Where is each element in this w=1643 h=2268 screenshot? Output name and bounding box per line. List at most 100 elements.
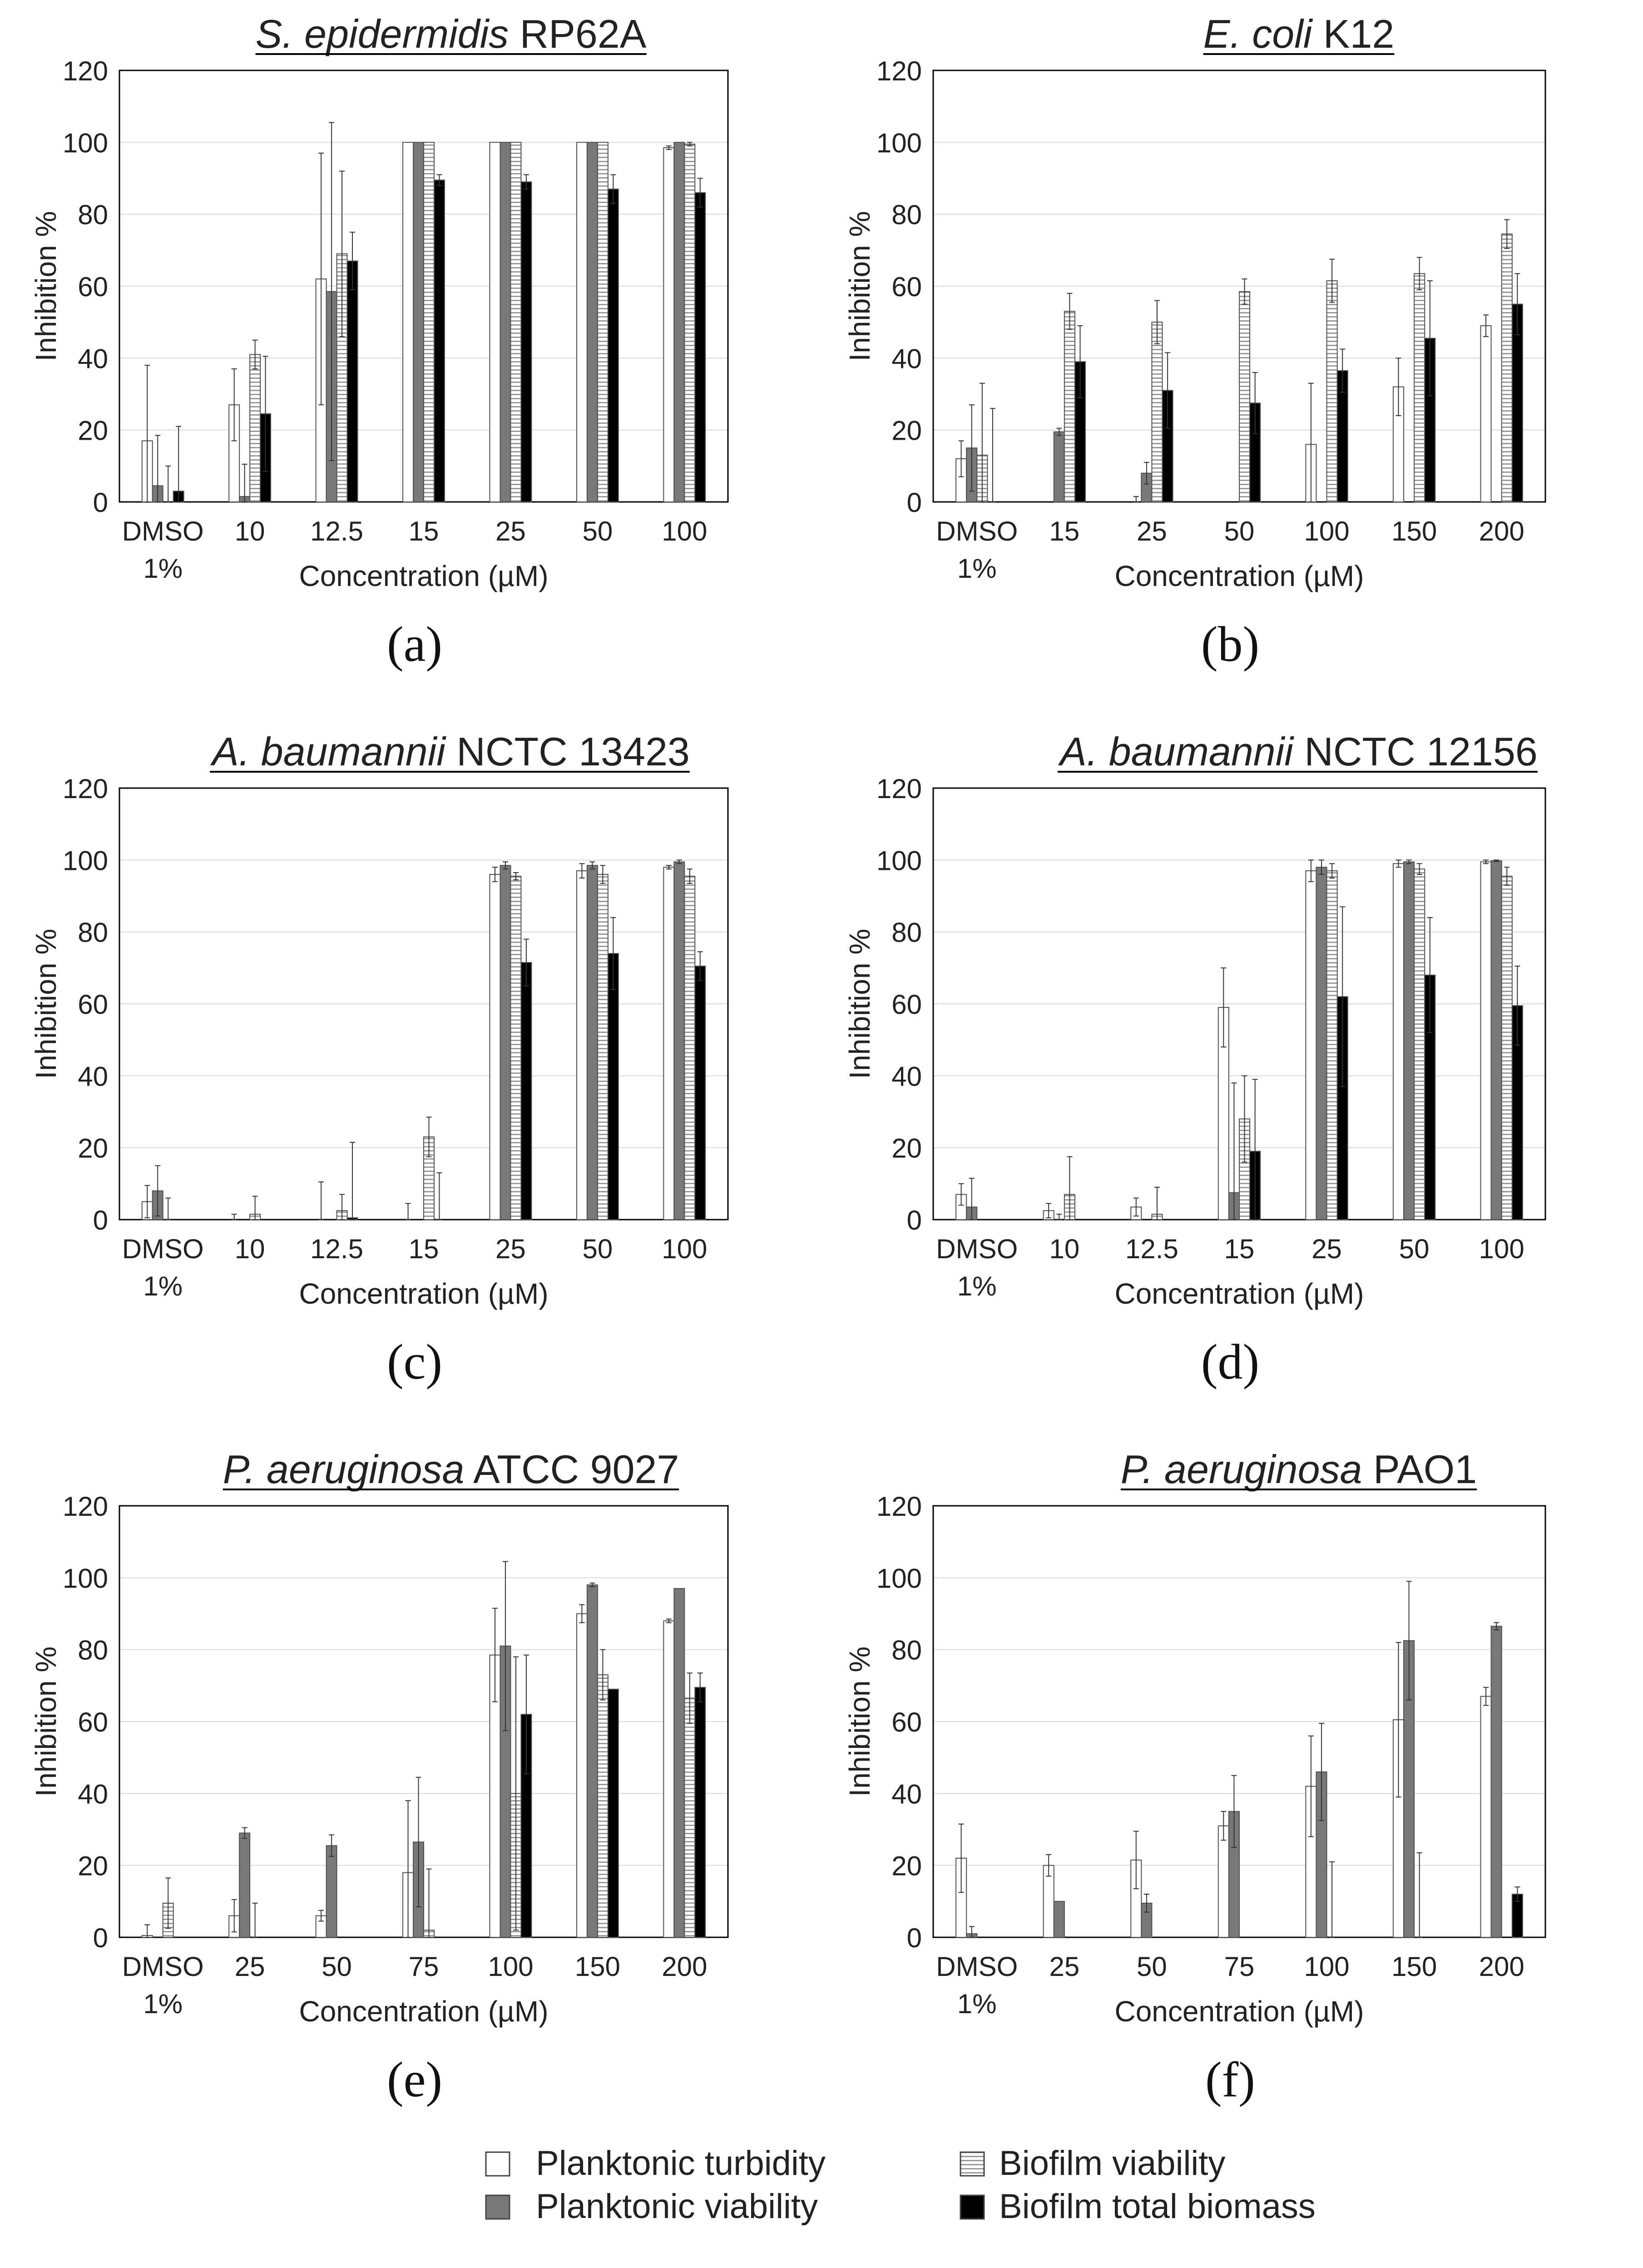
error-bar-planktonic-viability: [1056, 1214, 1062, 1220]
x-tick-label: 12.5: [1125, 1234, 1178, 1264]
y-tick-label: 120: [63, 774, 108, 804]
error-bar-planktonic-turbidity: [318, 153, 324, 406]
error-bar-planktonic-viability: [502, 861, 508, 870]
bar-biofilm-viability: [1414, 868, 1425, 1220]
y-tick-label: 20: [891, 1133, 922, 1164]
error-bar-planktonic-turbidity: [579, 863, 585, 878]
error-bar-biofilm-total-biomass: [1340, 348, 1346, 393]
bar-planktonic-turbidity: [489, 142, 501, 503]
y-tick-label: 80: [891, 1635, 922, 1666]
error-bar-planktonic-viability: [1319, 1722, 1325, 1821]
y-tick-label: 120: [63, 1491, 108, 1522]
legend-label-planktonic-turbidity: Planktonic turbidity: [536, 2144, 826, 2183]
error-bar-biofilm-total-biomass: [1252, 372, 1258, 434]
error-bar-planktonic-turbidity: [144, 1185, 150, 1219]
x-tick-label: 10: [235, 1234, 265, 1264]
error-bar-biofilm-viability: [165, 465, 171, 502]
bar-planktonic-turbidity: [663, 867, 675, 1220]
error-bar-biofilm-viability: [600, 1649, 606, 1701]
error-bar-planktonic-turbidity: [666, 145, 672, 150]
error-bar-planktonic-turbidity: [1221, 967, 1227, 1047]
x-tick-label: 75: [409, 1951, 439, 1982]
bar-planktonic-turbidity: [402, 142, 414, 503]
chart-title-strain: PAO1: [1362, 1447, 1477, 1492]
y-axis-title: Inhibition %: [843, 929, 876, 1079]
error-bar-biofilm-total-biomass: [176, 426, 182, 502]
error-bar-planktonic-viability: [1406, 1581, 1412, 1701]
legend-swatch-biofilm-viability: [960, 2151, 985, 2177]
error-bar-biofilm-total-biomass: [610, 917, 616, 990]
bar-planktonic-turbidity: [1392, 863, 1405, 1220]
x-tick-label: DMSO: [122, 1951, 204, 1982]
x-tick-label: 1%: [143, 1271, 183, 1301]
error-bar-planktonic-turbidity: [1483, 1687, 1489, 1706]
error-bar-planktonic-viability: [969, 1926, 975, 1938]
error-bar-biofilm-viability: [426, 1117, 432, 1157]
x-tick-label: 100: [1304, 1951, 1350, 1982]
error-bar-planktonic-viability: [155, 435, 161, 502]
error-bar-biofilm-viability: [600, 865, 606, 884]
bar-biofilm-total-biomass: [694, 1687, 706, 1938]
x-tick-label: 50: [582, 516, 613, 546]
error-bar-planktonic-turbidity: [958, 440, 964, 477]
error-bar-biofilm-viability: [426, 1868, 432, 1938]
x-tick-label: 15: [409, 516, 439, 546]
chart-title-species: P. aeruginosa: [1121, 1447, 1362, 1492]
chart-title-species: S. epidermidis: [256, 11, 509, 56]
x-tick-label: 25: [495, 1234, 526, 1264]
y-tick-label: 120: [876, 1491, 922, 1522]
x-tick-label: 25: [235, 1951, 265, 1982]
y-tick-label: 120: [876, 56, 922, 86]
y-tick-label: 120: [63, 56, 108, 86]
x-axis-title: Concentration (µM): [1114, 1995, 1364, 2028]
error-bar-biofilm-total-biomass: [262, 356, 268, 472]
error-bar-planktonic-turbidity: [958, 1183, 964, 1206]
error-bar-biofilm-viability: [1154, 300, 1160, 344]
bar-biofilm-total-biomass: [607, 189, 619, 502]
bar-biofilm-viability: [1326, 280, 1338, 502]
bar-biofilm-viability: [249, 354, 261, 503]
error-bar-biofilm-total-biomass: [1252, 1079, 1258, 1220]
y-tick-label: 0: [93, 1923, 108, 1953]
error-bar-planktonic-viability: [589, 1583, 595, 1588]
error-bar-biofilm-viability: [513, 872, 519, 880]
error-bar-biofilm-viability: [1504, 867, 1510, 886]
bar-planktonic-viability: [1490, 860, 1502, 1220]
error-bar-planktonic-turbidity: [405, 1800, 411, 1938]
error-bar-biofilm-total-biomass: [697, 951, 703, 981]
error-bar-planktonic-viability: [1143, 462, 1149, 485]
x-tick-label: 100: [662, 1234, 707, 1264]
error-bar-biofilm-total-biomass: [1514, 273, 1520, 335]
error-bar-planktonic-turbidity: [492, 1608, 498, 1702]
x-tick-label: 1%: [957, 1271, 997, 1301]
error-bar-biofilm-total-biomass: [610, 174, 616, 204]
y-tick-label: 40: [78, 1061, 108, 1092]
chart-panel-f: P. aeruginosa PAO1 0 20 40 60 80 100 120 DMSO 1% 2…: [843, 1447, 1546, 2107]
bar-planktonic-turbidity: [663, 147, 675, 503]
bar-planktonic-turbidity: [489, 874, 501, 1220]
x-tick-label: 1%: [143, 1989, 183, 2019]
error-bar-biofilm-viability: [252, 339, 258, 370]
error-bar-planktonic-viability: [155, 1165, 161, 1217]
error-bar-planktonic-turbidity: [1046, 1203, 1052, 1219]
error-bar-biofilm-viability: [339, 1194, 345, 1220]
error-bar-biofilm-viability: [979, 382, 985, 502]
bar-biofilm-viability: [1239, 291, 1251, 502]
y-tick-label: 0: [93, 1205, 108, 1236]
y-tick-label: 120: [876, 774, 922, 804]
error-bar-planktonic-turbidity: [231, 1899, 237, 1933]
error-bar-planktonic-viability: [242, 463, 247, 502]
y-tick-label: 80: [78, 918, 108, 948]
y-tick-label: 100: [876, 128, 922, 158]
error-bar-biofilm-total-biomass: [1165, 352, 1171, 429]
error-bar-planktonic-turbidity: [231, 1214, 237, 1220]
bar-biofilm-total-biomass: [694, 965, 706, 1220]
y-tick-label: 20: [891, 1851, 922, 1881]
error-bar-planktonic-turbidity: [144, 365, 150, 502]
error-bar-biofilm-total-biomass: [1514, 965, 1520, 1046]
chart-title-species: A. baumannii: [210, 729, 446, 774]
y-axis-title: Inhibition %: [843, 1647, 876, 1797]
error-bar-planktonic-turbidity: [1308, 859, 1314, 882]
error-bar-biofilm-total-biomass: [523, 1654, 529, 1774]
error-bar-planktonic-turbidity: [405, 1203, 411, 1220]
